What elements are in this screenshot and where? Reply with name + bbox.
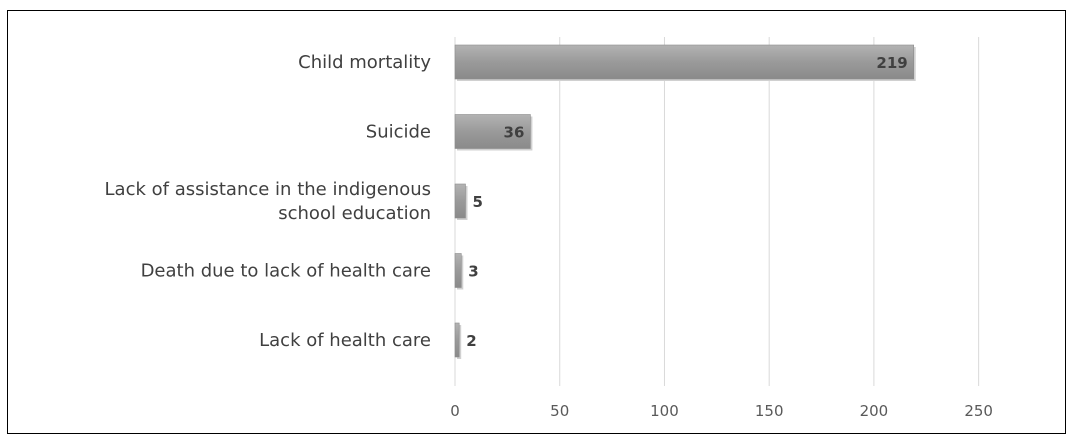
x-tick-label: 150: [755, 402, 784, 420]
x-tick-label: 100: [650, 402, 679, 420]
category-label: Suicide: [366, 122, 431, 143]
category-label: school education: [278, 203, 431, 224]
category-label: Child mortality: [298, 52, 431, 73]
x-tick-label: 50: [550, 402, 569, 420]
category-label: Lack of assistance in the indigenous: [105, 179, 431, 200]
x-tick-label: 250: [964, 402, 993, 420]
data-label: 2: [466, 332, 476, 350]
bar: [454, 322, 460, 358]
data-label: 36: [504, 124, 525, 142]
bar: [454, 44, 915, 80]
category-label: Death due to lack of health care: [141, 261, 431, 282]
x-tick-label: 200: [860, 402, 889, 420]
bar: [454, 183, 466, 219]
data-label: 219: [876, 54, 907, 72]
x-tick-label: 0: [450, 402, 460, 420]
category-label: Lack of health care: [259, 330, 431, 351]
data-label: 3: [468, 263, 478, 281]
bar: [454, 253, 462, 288]
data-label: 5: [472, 193, 482, 211]
bar: [454, 114, 531, 149]
